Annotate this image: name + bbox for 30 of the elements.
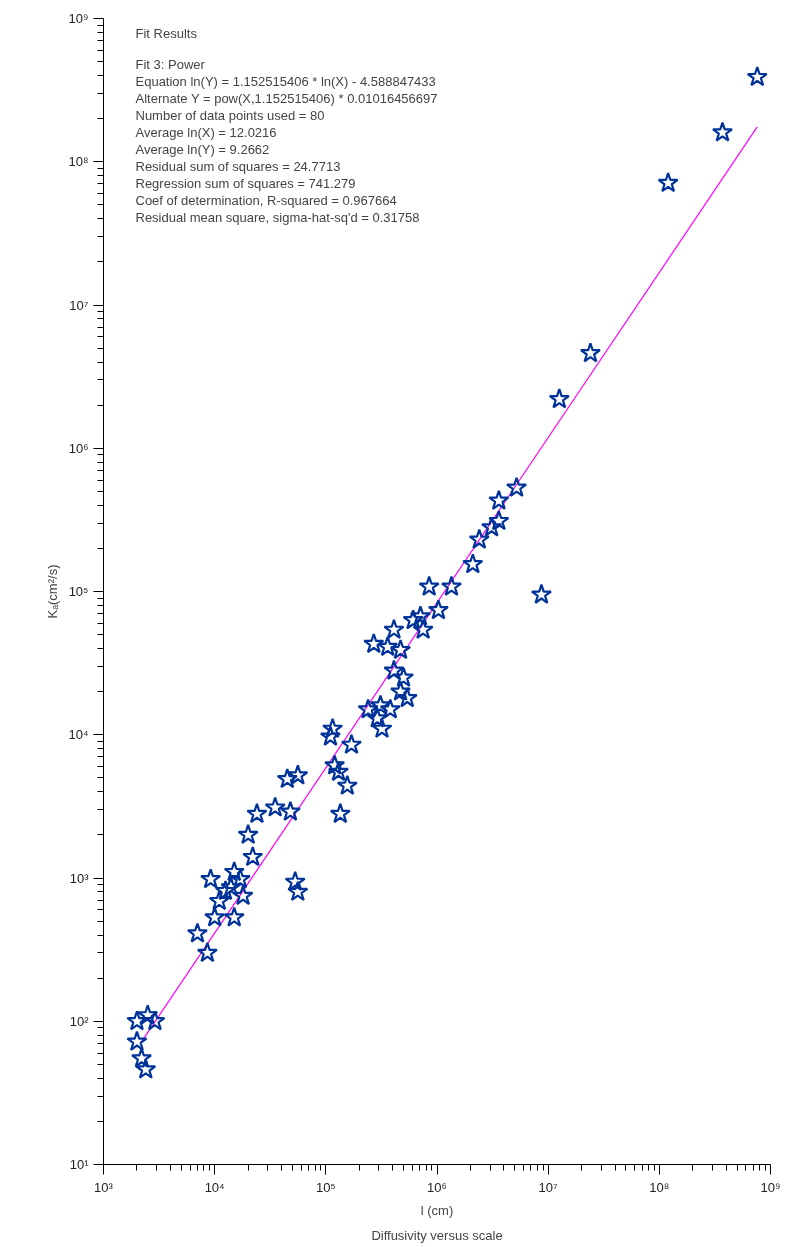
x-tick-label: 10⁶ bbox=[427, 1179, 447, 1195]
y-tick-label: 10⁴ bbox=[68, 727, 89, 743]
y-tick-label: 10³ bbox=[69, 870, 90, 886]
x-tick-label: 10⁹ bbox=[760, 1179, 781, 1195]
annotation: Residual sum of squares = 24.7713 bbox=[135, 159, 341, 174]
x-tick-label: 10⁷ bbox=[538, 1179, 559, 1195]
x-tick-label: 10³ bbox=[94, 1179, 114, 1195]
x-tick-label: 10⁵ bbox=[315, 1179, 336, 1195]
y-tick-label: 10¹ bbox=[69, 1157, 90, 1172]
x-axis-title: l (cm) bbox=[420, 1202, 454, 1218]
annotation: Number of data points used = 80 bbox=[135, 108, 325, 123]
annotation: Coef of determination, R-squared = 0.967664 bbox=[135, 193, 397, 208]
y-tick-label: 10⁸ bbox=[68, 154, 89, 170]
annotation: Equation ln(Y) = 1.152515406 * ln(X) - 4.588847433 bbox=[135, 74, 436, 89]
annotation: Average ln(X) = 12.0216 bbox=[135, 125, 277, 140]
annotation: Regression sum of squares = 741.279 bbox=[135, 176, 356, 191]
x-tick-label: 10⁸ bbox=[649, 1179, 670, 1195]
y-tick-label: 10⁷ bbox=[69, 297, 89, 313]
annotation: Residual mean square, sigma-hat-sq'd = 0.31758 bbox=[135, 210, 420, 225]
text: Diffusivity versus scale bbox=[371, 1227, 503, 1243]
y-tick-label: 10⁶ bbox=[68, 440, 89, 456]
x-tick-label: 10⁴ bbox=[204, 1179, 225, 1195]
annotation: Alternate Y = pow(X,1.152515406) * 0.01016456697 bbox=[135, 91, 438, 106]
annotation: Fit 3: Power bbox=[135, 57, 206, 72]
y-axis-title: Kₐ(cm²/s) bbox=[45, 564, 61, 619]
y-tick-label: 10⁹ bbox=[68, 11, 89, 26]
y-tick-label: 10² bbox=[69, 1013, 90, 1029]
y-tick-label: 10⁵ bbox=[68, 584, 89, 599]
annotation: Average ln(Y) = 9.2662 bbox=[135, 142, 270, 157]
annotation: Fit Results bbox=[135, 26, 198, 41]
